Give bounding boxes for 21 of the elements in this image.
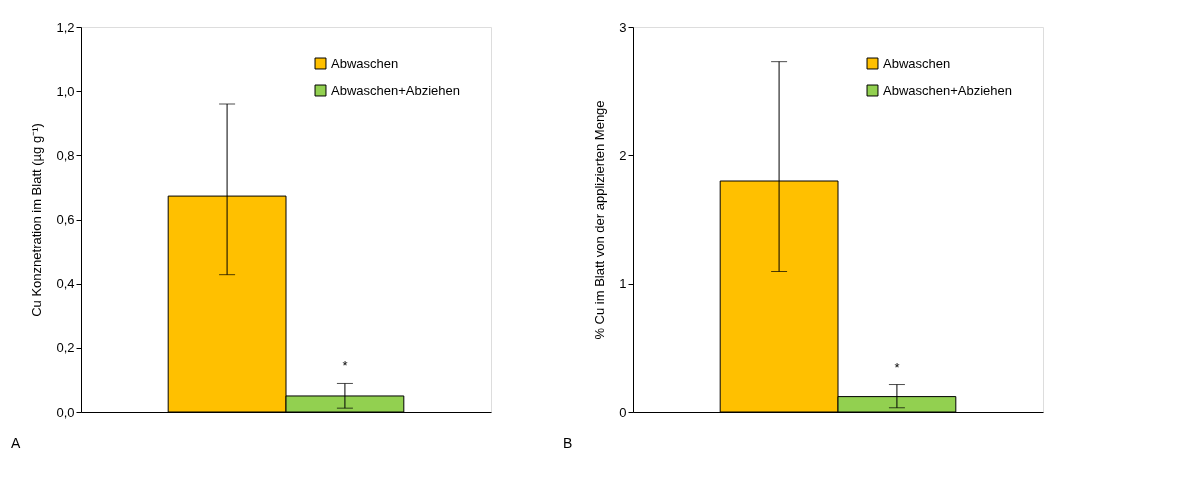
annotation: * [894, 359, 900, 375]
y-tick-label: 0,6 [56, 212, 75, 227]
y-tick-label: 3 [619, 19, 627, 35]
y-tick-label: 1,0 [56, 83, 75, 99]
y-tick-label: 0,8 [56, 147, 75, 163]
legend-label: Abwaschen+Abziehen [331, 82, 461, 98]
legend-label: Abwaschen+Abziehen [883, 82, 1013, 98]
y-tick-label: 0,2 [56, 340, 75, 356]
legend-label: Abwaschen [883, 55, 951, 71]
y-tick-label: 0 [619, 404, 627, 420]
y-axis-title: Cu Konznetration im Blatt (µg g⁻¹) [29, 123, 45, 317]
y-axis-title: % Cu im Blatt von der applizierten Menge [592, 100, 608, 340]
y-tick-label: 1,2 [56, 19, 75, 35]
legend-label: Abwaschen [331, 55, 399, 71]
y-tick-label: 0,4 [56, 276, 75, 292]
y-tick-label: 2 [619, 147, 627, 163]
y-tick-label: 1 [619, 276, 627, 292]
text: B [563, 435, 573, 451]
text: A [11, 435, 21, 451]
annotation: * [342, 358, 348, 374]
y-tick-label: 0,0 [56, 404, 75, 420]
